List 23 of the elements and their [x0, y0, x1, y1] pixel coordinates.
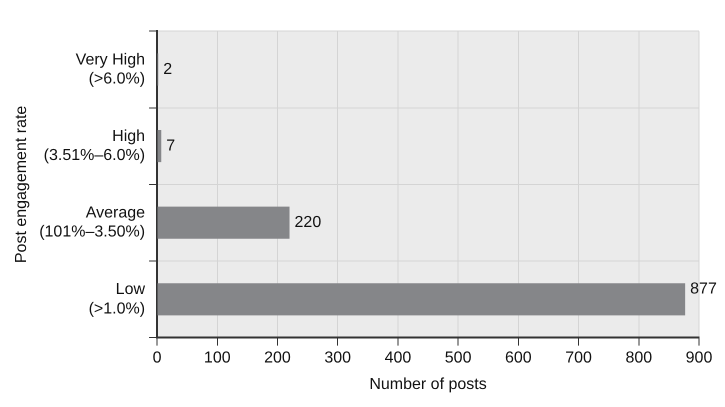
y-tick-label: Very High (>6.0%) — [76, 51, 146, 88]
x-tick-label: 100 — [204, 350, 231, 367]
data-label: 7 — [166, 138, 176, 155]
bar — [158, 206, 290, 239]
bar — [158, 283, 686, 316]
x-tick-label: 0 — [152, 350, 162, 367]
x-axis-title: Number of posts — [369, 376, 487, 393]
bar — [158, 130, 162, 162]
x-tick-label: 300 — [324, 350, 352, 367]
x-tick-label: 700 — [565, 350, 592, 367]
y-tick-label: Low (>1.0%) — [88, 281, 146, 318]
data-label: 220 — [294, 214, 322, 232]
x-tick-label: 400 — [384, 350, 412, 367]
data-label: 877 — [690, 280, 717, 298]
y-axis-title: Post engagement rate — [13, 106, 30, 264]
x-tick-label: 800 — [625, 350, 652, 367]
x-tick-label: 600 — [504, 350, 532, 367]
x-tick-label: 200 — [264, 350, 291, 367]
data-label: 2 — [163, 60, 172, 78]
y-tick-label: Average (101%–3.50%) — [39, 204, 146, 241]
y-tick-label: High (3.51%–6.0%) — [44, 128, 146, 164]
x-tick-label: 500 — [444, 350, 472, 367]
x-tick-label: 900 — [686, 350, 712, 367]
